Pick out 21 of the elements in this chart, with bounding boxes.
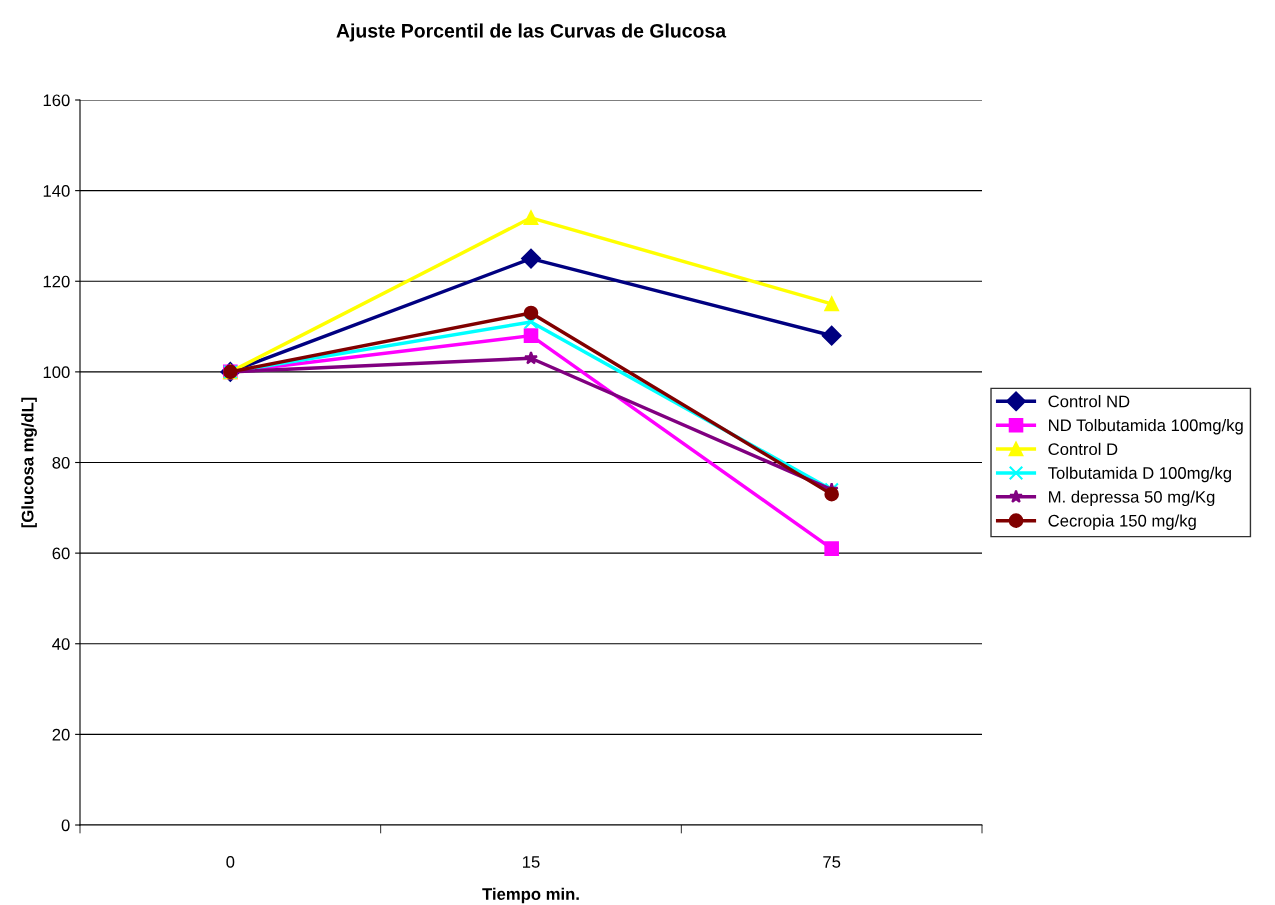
x-tick-label: 75 [823, 856, 841, 868]
y-tick-label: 160 [43, 94, 70, 107]
y-axis-title: [Glucosa mg/dL] [21, 397, 37, 528]
legend-label: ND Tolbutamida 100mg/kg [1049, 418, 1243, 435]
y-tick-label: 140 [43, 185, 70, 197]
y-tick-label: 100 [43, 366, 70, 379]
y-tick-label: 20 [52, 728, 70, 741]
y-tick-label: 40 [52, 638, 70, 650]
x-axis-title: Tiempo min. [482, 887, 579, 904]
legend-label: Cecropia 150 mg/kg [1048, 514, 1196, 530]
legend-label: Tolbutamida D 100mg/kg [1048, 466, 1231, 483]
y-tick-label: 0 [61, 819, 70, 832]
legend-label: M. depressa 50 mg/Kg [1049, 490, 1215, 507]
x-tick-label: 15 [523, 856, 540, 868]
chart-title: Ajuste Porcentil de las Curvas de Glucosa [336, 23, 727, 42]
y-tick-label: 60 [52, 547, 70, 560]
x-tick-label: 0 [226, 856, 235, 868]
legend-label: Control D [1048, 442, 1118, 456]
y-tick-label: 80 [52, 456, 70, 469]
y-tick-label: 120 [43, 275, 70, 288]
legend-label: Control ND [1048, 395, 1130, 408]
